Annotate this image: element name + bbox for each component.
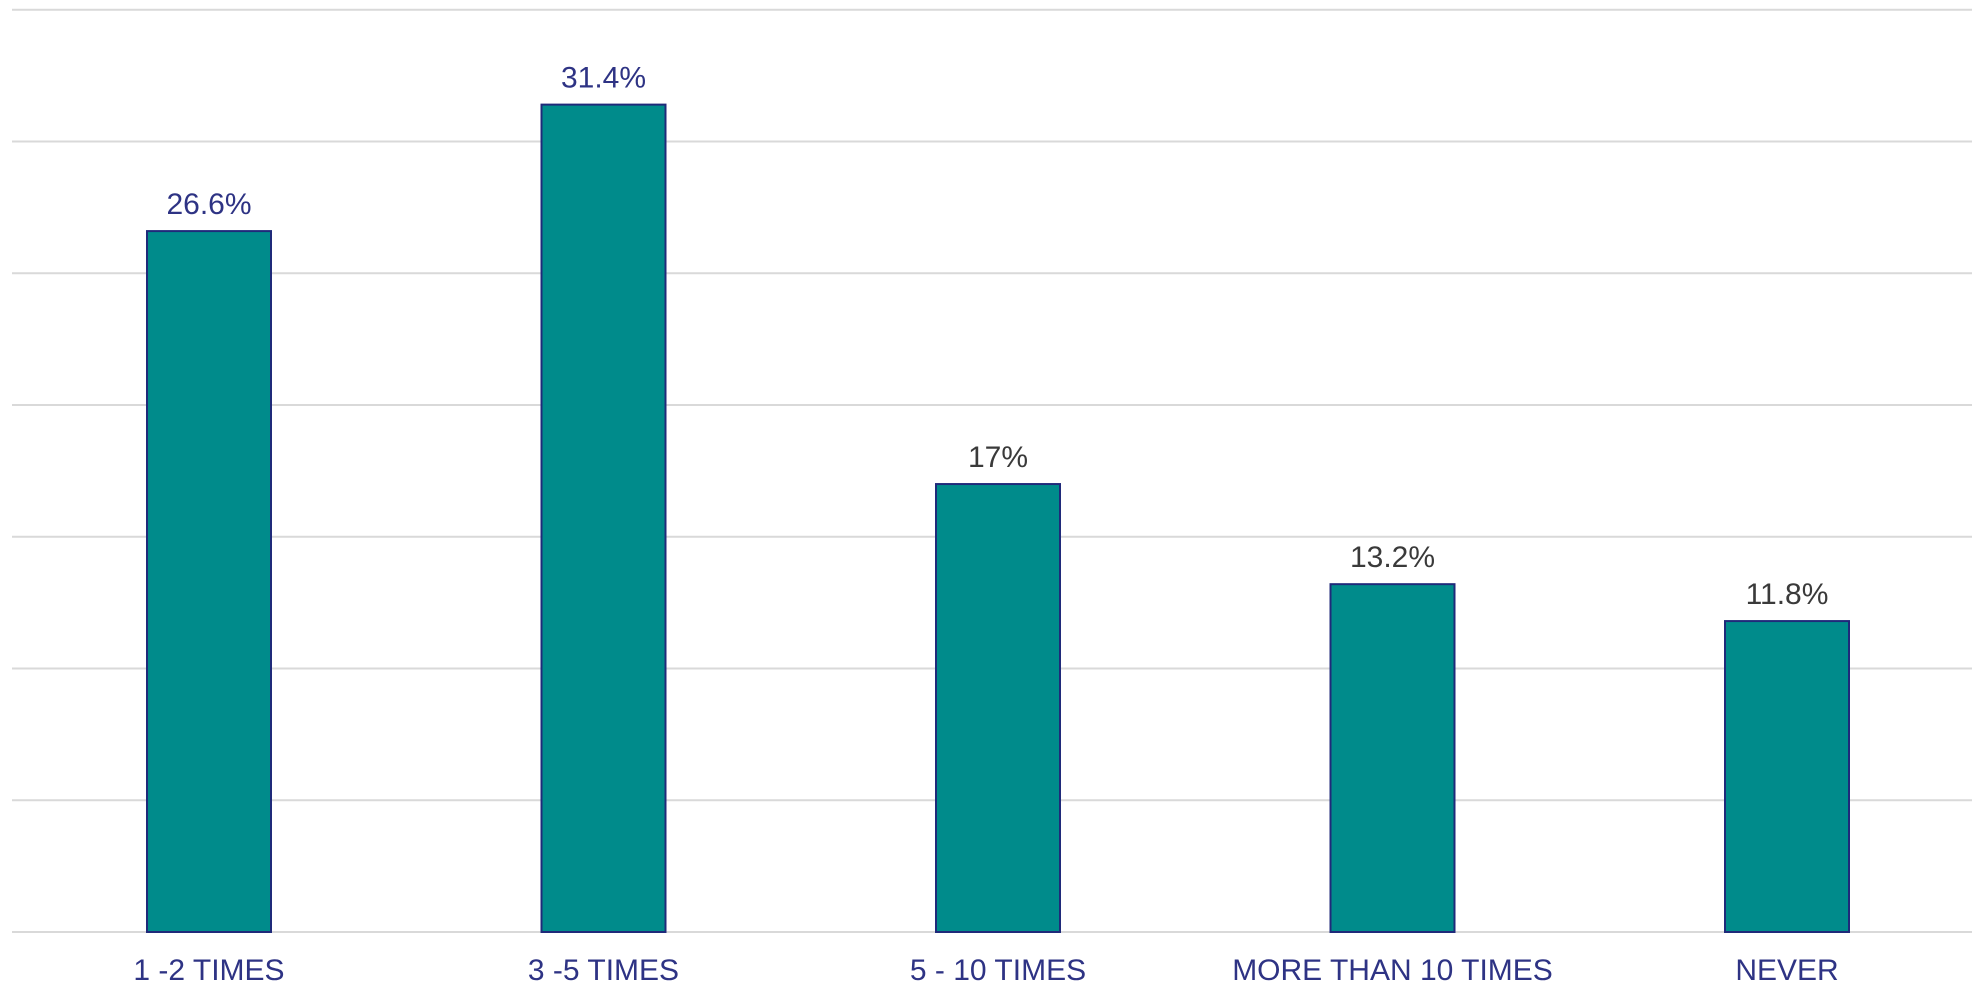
value-labels: 26.6% 31.4% 17% 13.2% 11.8%: [166, 62, 1828, 611]
data-label: 11.8%: [1746, 578, 1829, 611]
data-label: 13.2%: [1350, 541, 1435, 574]
bars: [146, 103, 1850, 934]
bar: [1724, 620, 1850, 933]
x-tick-label: MORE THAN 10 TIMES: [1232, 954, 1553, 985]
data-label: 17%: [968, 441, 1028, 474]
x-tick-label: NEVER: [1735, 954, 1838, 985]
bar: [935, 483, 1061, 933]
data-label: 31.4%: [561, 62, 646, 95]
category-labels: 1 -2 TIMES 3 -5 TIMES 5 - 10 TIMES MORE THA…: [133, 954, 1838, 987]
bar: [540, 103, 667, 934]
bar: [146, 230, 272, 933]
x-tick-label: 5 - 10 TIMES: [910, 954, 1086, 985]
bar: [1329, 583, 1456, 933]
x-tick-label: 1 -2 TIMES: [133, 954, 284, 985]
data-label: 26.6%: [166, 188, 251, 221]
x-tick-label: 3 -5 TIMES: [528, 954, 679, 985]
